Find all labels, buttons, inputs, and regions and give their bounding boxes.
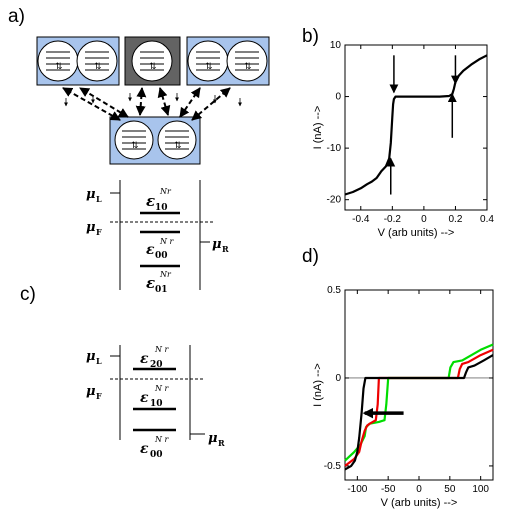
spin-arrows: ⇅ [94,61,102,71]
panel-label-a: a) [8,6,25,27]
plot-frame [344,44,488,211]
epsilon-20-sub: 20 [150,360,163,370]
spin-arrows: ⇅ [244,61,252,71]
mu-left-sub: L [96,194,102,204]
panel-label-c: c) [20,284,36,305]
panel-label-b: b) [302,26,319,47]
x-axis-label: V (arb units) --> [381,497,458,509]
x-tick-label: -50 [381,484,396,495]
x-tick-label: 0.4 [480,214,494,225]
x-tick-label: 50 [444,484,456,495]
epsilon-10-sub: 10 [155,203,168,213]
x-tick-label: -100 [347,484,367,495]
transition-arrow [191,87,231,121]
epsilon-10: ε [146,192,155,210]
epsilon-00-b-sup: N r [154,435,170,444]
mu-left-symbol: μ [86,187,96,202]
transition-arrow [62,87,121,121]
epsilon-00-sup: N r [159,237,175,246]
orbital-levels: ⇅ ⇅ ⇅ ⇅ ⇅ ⇅ ⇅ [46,51,259,150]
level-diagram-2: μ L μ F μ R ε 20 N r ε 10 N r ε 00 N r [86,345,225,460]
spin-arrows: ⇅ [174,140,182,150]
epsilon-01-sub: 01 [155,285,168,295]
iv-chart-b: -0.4 -0.2 0 0.2 0.4 10 0 -10 -20 V (arb units) --… [312,40,494,239]
mu-fermi-sub-2: F [96,391,102,401]
x-tick-label: 0 [416,484,422,495]
epsilon-10-sup: Nr [159,187,172,196]
state-diagram: ⇅ ⇅ ⇅ ⇅ ⇅ ⇅ ⇅ [36,36,270,165]
transition-arrow [179,87,201,118]
epsilon-10-b-sup: N r [154,384,170,393]
x-tick-label: 100 [472,484,489,495]
mu-left-sub-2: L [96,356,102,366]
transition-arrow [79,87,129,118]
mu-right-symbol-2: μ [208,431,218,446]
x-tick-label: -0.2 [384,214,402,225]
state-box-right [186,36,270,86]
transition-arrow [135,87,147,116]
y-tick-label: 0 [335,373,341,384]
epsilon-20-sup: N r [154,345,170,354]
state-box-bottom [109,116,201,165]
transition-arrows [62,87,242,121]
y-axis-label: I (nA) --> [312,363,324,407]
y-tick-label: -20 [327,195,342,206]
y-tick-label: -0.5 [324,461,342,472]
epsilon-01: ε [146,274,155,292]
epsilon-00-sub: 00 [155,251,168,261]
x-tick-label: -0.4 [352,214,370,225]
mu-fermi-symbol: μ [86,220,96,235]
spin-arrows: ⇅ [131,140,139,150]
mu-right-sub: R [222,244,229,254]
panel-label-d: d) [302,246,319,267]
transition-arrow [157,87,171,116]
y-tick-label: 0 [335,92,341,103]
mu-right-symbol: μ [212,237,222,252]
plot-frame [344,289,494,481]
epsilon-00-b-sub: 00 [150,450,163,460]
level-diagram-1: μ L μ F μ R ε 10 Nr ε 00 N r ε 01 Nr [86,180,229,295]
spin-arrows: ⇅ [149,61,157,71]
epsilon-10-b: ε [140,390,149,406]
y-axis-label: I (nA) --> [312,106,324,150]
y-tick-label: -10 [327,143,342,154]
epsilon-20: ε [140,351,149,367]
series-line-0 [344,54,488,196]
x-tick-label: 0 [421,214,427,225]
state-box-left [36,36,120,86]
y-tick-label: 10 [330,40,342,51]
epsilon-01-sup: Nr [159,270,172,279]
state-box-middle [124,36,181,86]
mu-right-sub-2: R [218,438,225,448]
mu-fermi-symbol-2: μ [86,384,96,399]
epsilon-00-b: ε [140,441,149,457]
spin-arrows: ⇅ [55,61,63,71]
iv-chart-d: -100 -50 0 50 100 0.5 0 -0.5 V (arb units) --> I … [312,285,494,509]
epsilon-10-b-sub: 10 [150,399,163,409]
spin-arrows: ⇅ [205,61,213,71]
x-tick-label: 0.2 [448,214,462,225]
x-axis-label: V (arb units) --> [378,227,455,239]
mu-fermi-sub: F [96,227,102,237]
mu-left-symbol-2: μ [86,349,96,364]
epsilon-00: ε [146,242,155,258]
y-tick-label: 0.5 [327,285,341,296]
